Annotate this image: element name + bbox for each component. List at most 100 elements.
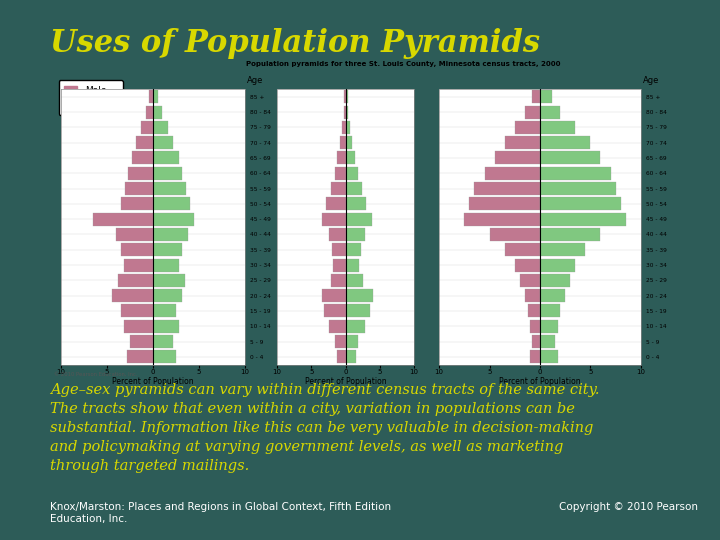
Bar — [346, 136, 352, 149]
Bar — [153, 136, 174, 149]
Bar — [346, 105, 348, 119]
Bar — [324, 305, 346, 318]
Bar — [335, 167, 346, 180]
Bar — [332, 243, 346, 256]
Bar — [112, 289, 153, 302]
Bar — [153, 243, 182, 256]
Bar — [153, 335, 174, 348]
Bar — [540, 121, 575, 134]
Bar — [540, 167, 611, 180]
Bar — [322, 289, 346, 302]
Bar — [117, 228, 153, 241]
Bar — [540, 213, 626, 226]
Bar — [540, 228, 600, 241]
Bar — [346, 213, 372, 226]
Bar — [340, 136, 346, 149]
Bar — [153, 105, 162, 119]
Bar — [346, 259, 359, 272]
Bar — [141, 121, 153, 134]
Bar — [328, 320, 346, 333]
Bar — [525, 105, 540, 119]
Bar — [540, 320, 558, 333]
Bar — [342, 121, 346, 134]
Bar — [525, 289, 540, 302]
Bar — [505, 136, 540, 149]
Bar — [153, 259, 179, 272]
Bar — [540, 335, 555, 348]
Text: Knox/Marston: Places and Regions in Global Context, Fifth Edition
Education, Inc: Knox/Marston: Places and Regions in Glob… — [50, 502, 392, 524]
Bar — [346, 228, 365, 241]
Bar — [118, 274, 153, 287]
Bar — [121, 197, 153, 211]
Bar — [540, 274, 570, 287]
Bar — [346, 320, 365, 333]
Bar — [346, 289, 373, 302]
Bar — [540, 105, 560, 119]
Bar — [346, 335, 358, 348]
Bar — [540, 197, 621, 211]
Bar — [153, 197, 190, 211]
Bar — [540, 259, 575, 272]
Bar — [540, 243, 585, 256]
Bar — [540, 151, 600, 165]
Bar — [338, 151, 346, 165]
Bar — [346, 90, 348, 103]
Bar — [336, 335, 346, 348]
Bar — [485, 167, 540, 180]
Text: Age: Age — [247, 76, 263, 84]
Bar — [338, 350, 346, 363]
Legend: Male, Female: Male, Female — [58, 80, 123, 115]
Bar — [540, 289, 565, 302]
Bar — [128, 167, 153, 180]
Bar — [505, 243, 540, 256]
Bar — [540, 182, 616, 195]
X-axis label: Percent of Population: Percent of Population — [305, 377, 387, 387]
Bar — [124, 259, 153, 272]
Bar — [153, 350, 176, 363]
Bar — [528, 305, 540, 318]
Bar — [540, 90, 552, 103]
Bar — [464, 213, 540, 226]
Bar — [343, 105, 346, 119]
Text: Uses of Population Pyramids: Uses of Population Pyramids — [50, 28, 541, 59]
Bar — [344, 90, 346, 103]
Bar — [132, 151, 153, 165]
Bar — [330, 182, 346, 195]
Bar — [346, 243, 361, 256]
Bar — [469, 197, 540, 211]
Bar — [346, 151, 355, 165]
Bar — [153, 320, 179, 333]
Bar — [346, 197, 366, 211]
Bar — [530, 350, 540, 363]
Bar — [515, 121, 540, 134]
Bar — [346, 167, 358, 180]
Bar — [124, 320, 153, 333]
Bar — [532, 90, 540, 103]
Bar — [153, 289, 182, 302]
Bar — [333, 259, 346, 272]
Bar — [153, 121, 168, 134]
Bar — [490, 228, 540, 241]
Bar — [346, 274, 363, 287]
Bar — [137, 136, 153, 149]
Bar — [121, 243, 153, 256]
Text: Age: Age — [643, 76, 660, 84]
Text: © 2010 Pearson Education, Inc.: © 2010 Pearson Education, Inc. — [54, 372, 138, 377]
Bar — [153, 90, 158, 103]
Bar — [326, 197, 346, 211]
Bar — [125, 182, 153, 195]
Bar — [153, 182, 186, 195]
Bar — [474, 182, 540, 195]
Bar — [130, 335, 153, 348]
Text: Age–sex pyramids can vary within different census tracts of the same city.
The t: Age–sex pyramids can vary within differe… — [50, 383, 600, 473]
Bar — [153, 151, 179, 165]
Text: Copyright © 2010 Pearson: Copyright © 2010 Pearson — [559, 502, 698, 512]
Bar — [540, 350, 558, 363]
Bar — [145, 105, 153, 119]
Bar — [346, 121, 350, 134]
Bar — [322, 213, 346, 226]
Bar — [153, 305, 176, 318]
Bar — [153, 228, 188, 241]
Bar — [540, 136, 590, 149]
X-axis label: Percent of Population: Percent of Population — [112, 377, 194, 387]
